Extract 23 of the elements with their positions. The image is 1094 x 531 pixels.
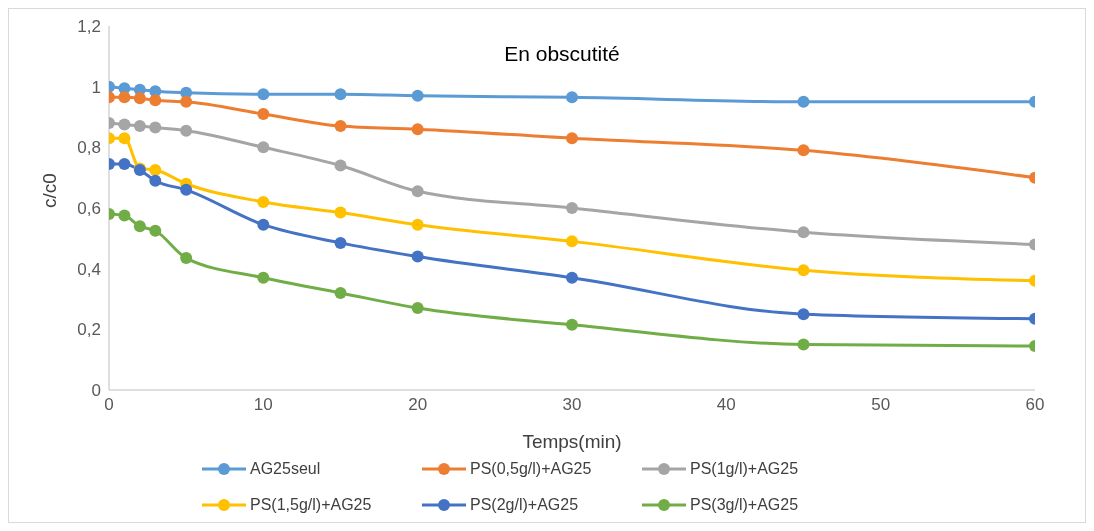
y-tick-label: 0,2 — [77, 320, 101, 340]
x-tick-label: 60 — [1025, 395, 1045, 415]
x-tick-label: 20 — [408, 395, 428, 415]
x-tick-label: 40 — [716, 395, 736, 415]
x-tick-label: 0 — [104, 395, 114, 415]
x-tick-label: 50 — [871, 395, 891, 415]
legend-label: PS(1,5g/l)+AG25 — [250, 496, 372, 514]
legend-label: PS(0,5g/l)+AG25 — [470, 460, 592, 478]
y-tick-label: 0,8 — [77, 138, 101, 158]
y-tick-label: 0,4 — [77, 259, 101, 279]
y-tick-label: 0 — [91, 381, 101, 401]
x-tick-label: 30 — [562, 395, 582, 415]
y-axis-title: c/c0 — [38, 173, 60, 208]
y-tick-label: 0,6 — [77, 199, 101, 219]
legend-label: PS(3g/l)+AG25 — [690, 496, 799, 514]
legend-label: PS(2g/l)+AG25 — [470, 496, 579, 514]
text: En obscutité — [504, 42, 620, 65]
x-tick-label: 10 — [253, 395, 273, 415]
y-tick-label: 1 — [91, 77, 101, 97]
y-tick-label: 1,2 — [77, 17, 101, 37]
legend-label: AG25seul — [250, 460, 321, 478]
x-axis-title: Temps(min) — [522, 431, 622, 452]
legend-label: PS(1g/l)+AG25 — [690, 460, 799, 478]
